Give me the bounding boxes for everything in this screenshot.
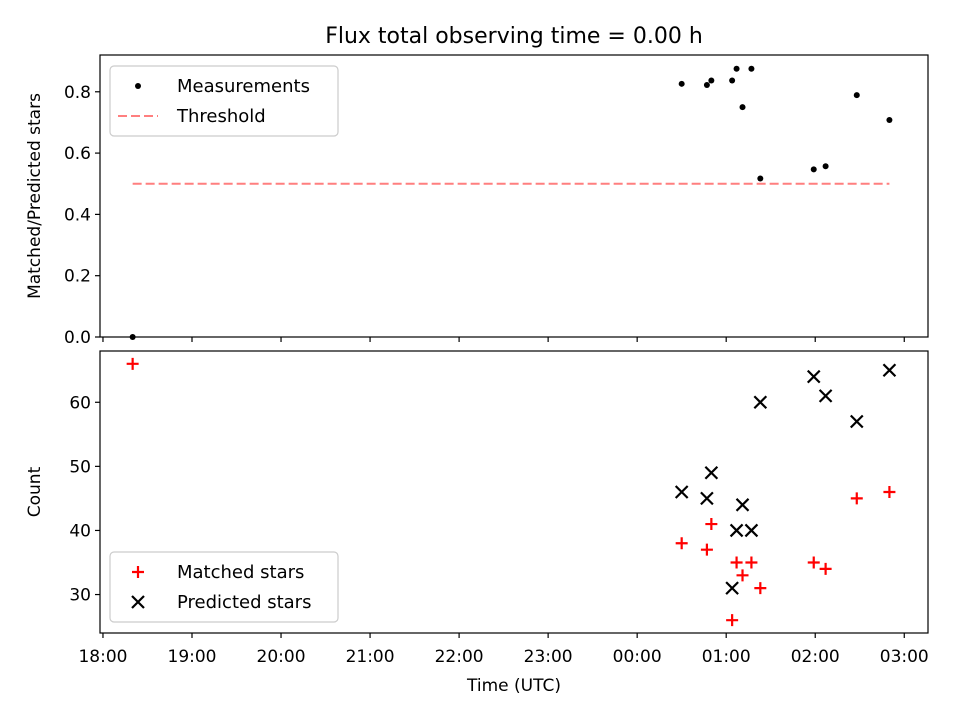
measurement-point — [822, 163, 829, 170]
x-tick-label: 22:00 — [435, 647, 484, 667]
x-tick-label: 03:00 — [880, 647, 929, 667]
axes-frame — [99, 54, 929, 338]
x-tick-label: 19:00 — [168, 647, 217, 667]
legend-label: Threshold — [176, 106, 266, 127]
matched-star-point — [675, 537, 688, 550]
measurement-point — [757, 175, 764, 182]
matched-star-point — [705, 518, 718, 531]
matched-star-point — [736, 569, 749, 582]
y-tick-label: 0.8 — [64, 83, 91, 103]
measurement-point — [739, 104, 746, 111]
measurement-point — [853, 92, 860, 99]
measurement-point — [733, 65, 740, 72]
measurement-point — [886, 116, 893, 123]
y-tick-label: 0.0 — [64, 328, 91, 348]
y-tick-label: 30 — [69, 586, 91, 606]
y-tick-label: 50 — [69, 457, 91, 477]
y-tick-label: 40 — [69, 521, 91, 541]
bottom-panel: 30 40 50 60 18:00 19:00 20:00 21:00 22:00 23:00 00… — [25, 350, 929, 696]
matched-star-point — [807, 556, 820, 569]
y-tick-label: 0.6 — [64, 144, 91, 164]
axes-frame — [99, 350, 929, 634]
predicted-star-point — [818, 389, 833, 403]
measurement-point — [729, 77, 736, 84]
x-tick-label: 02:00 — [791, 647, 840, 667]
x-tick-label: 20:00 — [257, 647, 306, 667]
measurement-point — [810, 166, 817, 173]
measurement-point — [748, 65, 755, 72]
predicted-star-point — [704, 465, 719, 480]
predicted-star-point — [674, 485, 689, 499]
y-tick-label: 0.2 — [64, 267, 91, 287]
matched-star-point — [700, 543, 713, 556]
matched-star-point — [883, 486, 896, 498]
matched-star-point — [745, 556, 758, 569]
x-tick-label: 21:00 — [346, 647, 395, 667]
predicted-star-point — [725, 581, 739, 595]
predicted-star-point — [806, 369, 821, 384]
matched-star-point — [754, 582, 767, 595]
predicted-star-point — [700, 491, 714, 506]
x-tick-label: 18:00 — [78, 647, 127, 667]
legend-box — [109, 551, 339, 623]
y-axis-label: Matched/Predicted stars — [25, 93, 45, 299]
y-axis-label: Count — [25, 466, 45, 517]
legend-label: Matched stars — [177, 562, 304, 583]
matched-star-point — [126, 357, 139, 370]
matched-star-point — [730, 556, 743, 569]
measurement-point — [708, 77, 715, 84]
predicted-star-point — [849, 414, 864, 429]
x-tick-label: 01:00 — [702, 647, 751, 667]
top-panel: 0.0 0.2 0.4 0.6 0.8 Matched/Predicted stars Me… — [25, 54, 929, 348]
x-tick-label: 23:00 — [524, 647, 573, 667]
matched-star-point — [819, 562, 832, 575]
measurement-point — [678, 80, 685, 87]
y-tick-label: 0.4 — [64, 205, 91, 225]
x-tick-label: 00:00 — [613, 647, 662, 667]
chart-title: Flux total observing time = 0.00 h — [325, 24, 703, 49]
predicted-star-point — [735, 498, 750, 512]
matched-star-point — [850, 492, 863, 505]
y-tick-label: 60 — [69, 393, 91, 413]
x-axis-label: Time (UTC) — [466, 676, 561, 696]
predicted-star-point — [744, 523, 759, 538]
legend-marker-x — [131, 595, 145, 609]
legend-marker-plus — [132, 566, 144, 578]
predicted-star-point — [729, 523, 744, 538]
matched-star-point — [726, 614, 739, 627]
predicted-star-point — [753, 395, 768, 410]
legend-label: Predicted stars — [177, 592, 311, 613]
predicted-star-point — [882, 363, 897, 378]
legend-label: Measurements — [177, 76, 310, 97]
legend-marker-dot — [135, 83, 141, 89]
legend-box — [109, 65, 339, 137]
measurement-point — [703, 82, 710, 89]
measurement-point — [129, 334, 136, 340]
